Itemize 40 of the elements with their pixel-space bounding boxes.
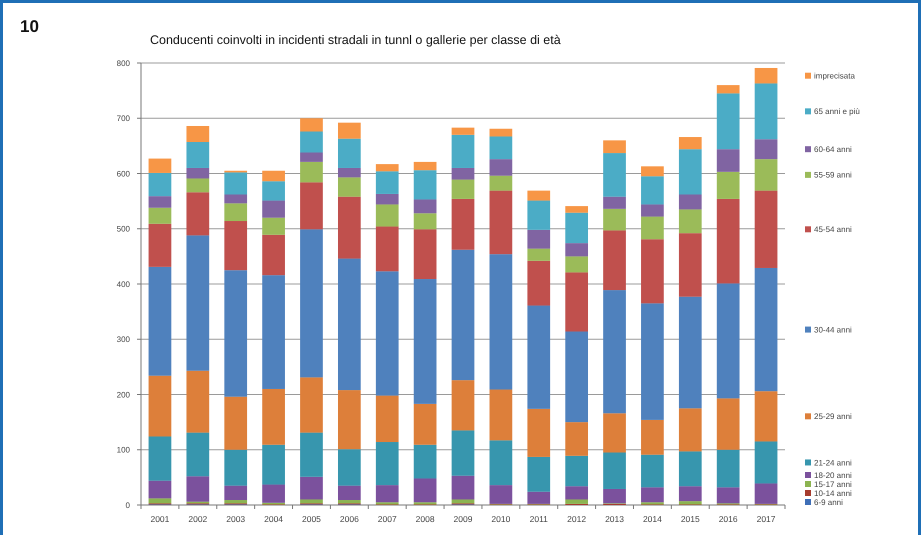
legend-label: 10-14 anni	[814, 488, 852, 498]
x-tick-label: 2007	[378, 514, 397, 524]
x-tick-label: 2001	[150, 514, 170, 524]
legend-label: 30-44 anni	[814, 325, 852, 334]
x-tick-label: 2009	[454, 514, 473, 524]
x-tick-label: 2004	[264, 514, 284, 524]
x-tick-label: 2008	[416, 514, 435, 524]
y-tick-label: 800	[116, 58, 131, 68]
y-tick-label: 300	[116, 335, 131, 344]
text: 10	[20, 17, 39, 36]
x-tick-label: 2012	[567, 514, 586, 524]
legend-label: 55-59 anni	[814, 170, 852, 180]
x-tick-label: 2017	[756, 514, 776, 524]
y-tick-label: 0	[126, 500, 131, 510]
y-tick-label: 500	[116, 224, 131, 234]
legend-label: 21-24 anni	[814, 458, 852, 468]
x-tick-label: 2003	[226, 514, 246, 524]
x-tick-label: 2014	[642, 514, 662, 524]
legend-label: 18-20 anni	[814, 470, 852, 480]
x-tick-label: 2013	[605, 514, 624, 524]
legend-label: 25-29 anni	[814, 412, 852, 422]
legend-label: 45-54 anni	[814, 225, 852, 234]
chart-title: Conducenti coinvolti in incidenti stradali in tunnl o gallerie per classe di età	[150, 33, 561, 47]
y-tick-label: 600	[116, 169, 131, 178]
x-tick-label: 2010	[491, 514, 511, 524]
y-tick-label: 200	[116, 390, 131, 400]
x-tick-label: 2006	[340, 514, 360, 524]
y-tick-label: 100	[116, 446, 131, 455]
legend-label: 6-9 anni	[814, 498, 844, 507]
legend-label: 15-17 anni	[814, 480, 852, 489]
y-tick-label: 700	[116, 114, 131, 124]
x-tick-label: 2005	[302, 514, 322, 524]
x-tick-label: 2011	[530, 514, 548, 524]
y-tick-label: 400	[116, 280, 131, 289]
x-tick-label: 2015	[680, 514, 700, 524]
legend-label: imprecisata	[814, 72, 856, 81]
x-tick-label: 2002	[188, 514, 208, 524]
x-tick-label: 2016	[718, 514, 738, 524]
legend-label: 60-64 anni	[814, 144, 852, 154]
legend-label: 65 anni e più	[814, 107, 860, 116]
